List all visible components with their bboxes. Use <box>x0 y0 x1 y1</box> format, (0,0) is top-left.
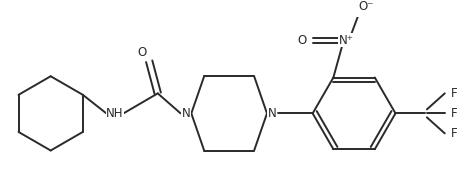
Text: N: N <box>182 107 191 120</box>
Text: O⁻: O⁻ <box>358 0 374 13</box>
Text: N⁺: N⁺ <box>339 34 354 47</box>
Text: O: O <box>297 34 307 47</box>
Text: NH: NH <box>106 107 124 120</box>
Text: O: O <box>137 46 147 59</box>
Text: F: F <box>451 107 457 120</box>
Text: N: N <box>268 107 276 120</box>
Text: F: F <box>451 87 457 100</box>
Text: N: N <box>182 107 191 120</box>
Text: F: F <box>451 127 457 140</box>
